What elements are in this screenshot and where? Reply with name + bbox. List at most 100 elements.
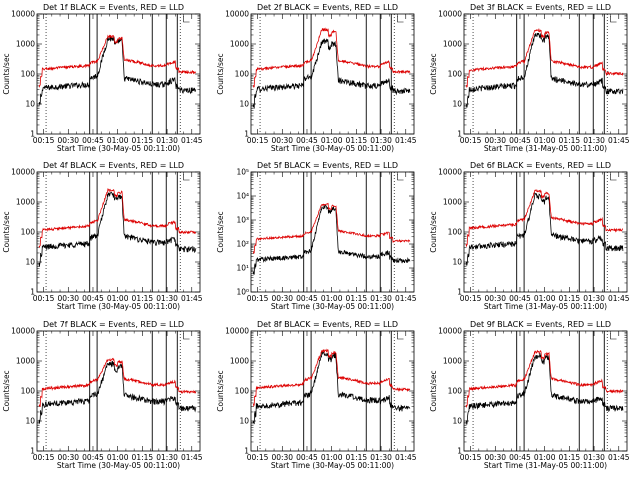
y-tick-label: 1 [457,447,462,456]
x-tick-label: 01:45 [395,136,417,145]
x-tick-label: 00:45 [296,453,318,462]
axes-frame [36,171,201,293]
x-tick-label: 01:45 [395,294,417,303]
y-axis-label: Counts/sec [216,211,225,252]
series-line-lld [252,202,411,255]
series-line-lld [252,27,411,88]
series-line-events [252,350,411,425]
y-tick-label: 100 [235,70,250,79]
y-tick-label: 10² [236,240,249,249]
x-tick-label: 01:15 [132,136,154,145]
x-tick-label: 00:15 [247,453,269,462]
y-tick-label: 1000 [16,198,35,207]
x-tick-label: 01:00 [107,294,129,303]
y-tick-label: 10000 [11,168,35,177]
axes-frame [36,330,201,452]
x-tick-label: 01:30 [583,453,605,462]
y-tick-label: 10 [25,417,35,426]
series-line-lld [465,189,623,248]
plot-panel-det-1f: Det 1f BLACK = Events, RED = LLD 1 10 100 10… [2,3,203,153]
x-tick-label: 01:00 [534,453,556,462]
x-tick-label: 01:30 [370,294,392,303]
x-axis-label: Start Time (31-May-05 00:11:00) [484,461,607,470]
x-tick-label: 00:30 [57,136,79,145]
y-tick-label: 1000 [443,40,462,49]
x-tick-label: 01:15 [559,294,581,303]
panel-title: Det 3f BLACK = Events, RED = LLD [470,3,611,12]
x-tick-label: 00:30 [484,136,506,145]
y-tick-label: 10000 [11,10,35,19]
y-axis-label: Counts/sec [2,53,11,94]
x-tick-label: 00:30 [271,136,293,145]
x-tick-label: 00:45 [296,136,318,145]
y-tick-label: 10000 [438,168,462,177]
x-tick-label: 01:30 [583,294,605,303]
x-axis-label: Start Time (31-May-05 00:11:00) [484,302,607,311]
plot-panel-det-4f: Det 4f BLACK = Events, RED = LLD 1 10 100 10… [2,161,203,311]
x-tick-label: 00:30 [484,294,506,303]
attenuator-bracket-icon [610,16,617,23]
x-tick-label: 00:15 [460,453,482,462]
y-tick-label: 100 [235,387,250,396]
plot-panel-det-9f: Det 9f BLACK = Events, RED = LLD 1 10 100 10… [429,320,630,470]
series-line-lld [38,34,197,88]
x-tick-label: 00:45 [509,294,531,303]
y-axis-label: Counts/sec [429,53,438,94]
x-tick-label: 00:45 [509,136,531,145]
x-tick-label: 01:15 [346,294,368,303]
panel-title: Det 5f BLACK = Events, RED = LLD [257,161,398,170]
axes-frame [463,330,628,452]
y-tick-label: 1 [30,130,35,139]
series-line-events [38,36,197,106]
x-tick-label: 00:15 [460,294,482,303]
axes-frame [250,171,415,293]
x-tick-label: 01:15 [132,294,154,303]
y-tick-label: 10000 [225,327,249,336]
x-tick-label: 00:30 [57,453,79,462]
y-tick-label: 1000 [230,357,249,366]
x-axis-label: Start Time (30-May-05 00:11:00) [271,461,394,470]
y-tick-label: 1 [457,130,462,139]
series-line-lld [465,28,624,88]
x-tick-label: 01:00 [534,294,556,303]
x-axis-label: Start Time (30-May-05 00:11:00) [57,461,180,470]
x-tick-label: 01:30 [370,136,392,145]
x-tick-label: 01:45 [395,453,417,462]
y-tick-label: 1000 [16,40,35,49]
series-line-lld [38,188,197,249]
x-tick-label: 00:30 [57,294,79,303]
axes-frame [36,13,201,135]
attenuator-bracket-icon [397,174,404,181]
x-tick-label: 00:45 [82,136,104,145]
y-tick-label: 10000 [11,327,35,336]
y-tick-label: 10³ [236,216,249,225]
y-tick-label: 10⁵ [236,168,249,177]
plot-panel-det-6f: Det 6f BLACK = Events, RED = LLD 1 10 100 10… [429,161,630,311]
y-tick-label: 100 [21,228,36,237]
y-tick-label: 10 [452,100,462,109]
y-tick-label: 10000 [438,327,462,336]
x-tick-label: 01:30 [156,453,178,462]
x-axis-label: Start Time (30-May-05 00:11:00) [271,144,394,153]
x-axis-label: Start Time (31-May-05 00:11:00) [484,144,607,153]
x-tick-label: 01:30 [583,136,605,145]
x-tick-label: 01:15 [559,136,581,145]
y-tick-label: 10 [25,258,35,267]
series-line-lld [252,348,411,408]
y-tick-label: 10 [239,100,249,109]
plot-panel-det-2f: Det 2f BLACK = Events, RED = LLD 1 10 100 10… [216,3,417,153]
x-tick-label: 00:15 [33,294,55,303]
panel-title: Det 1f BLACK = Events, RED = LLD [43,3,184,12]
y-tick-label: 1 [244,447,249,456]
x-tick-label: 00:15 [460,136,482,145]
y-tick-label: 1 [30,447,35,456]
x-tick-label: 01:45 [608,294,630,303]
y-tick-label: 1 [457,288,462,297]
y-tick-label: 10 [452,258,462,267]
x-tick-label: 01:45 [181,136,203,145]
x-tick-label: 01:45 [181,453,203,462]
y-axis-label: Counts/sec [216,370,225,411]
panel-title: Det 7f BLACK = Events, RED = LLD [43,320,184,329]
x-tick-label: 00:45 [82,453,104,462]
